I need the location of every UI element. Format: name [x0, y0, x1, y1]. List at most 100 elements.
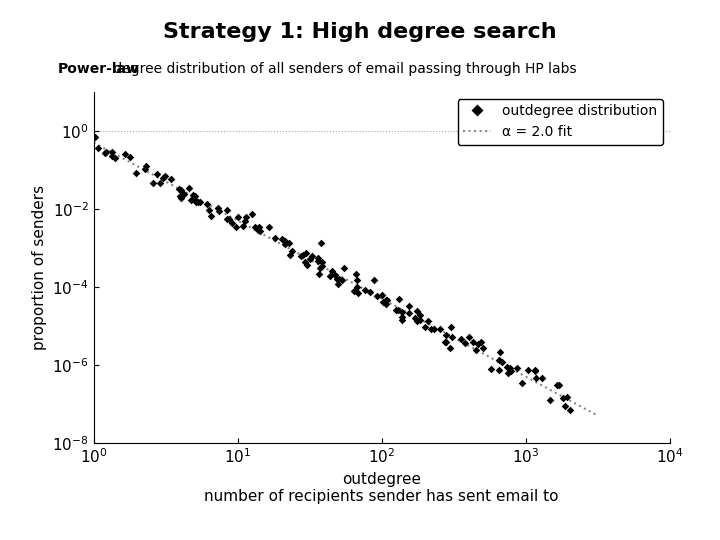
Point: [212, 207, 224, 215]
Point: [253, 223, 265, 232]
Point: [124, 153, 135, 161]
Point: [415, 315, 426, 324]
Point: [440, 338, 451, 346]
Point: [297, 251, 309, 259]
Legend: outdegree distribution, α = 2.0 fit: outdegree distribution, α = 2.0 fit: [457, 99, 662, 145]
Point: [493, 366, 505, 374]
Point: [396, 316, 408, 325]
Point: [152, 170, 163, 178]
Point: [189, 194, 200, 203]
Point: [174, 185, 185, 194]
Point: [325, 267, 337, 275]
Point: [382, 296, 393, 305]
Point: [147, 179, 158, 187]
Point: [165, 174, 176, 183]
Point: [426, 325, 437, 333]
Point: [368, 276, 379, 285]
Point: [544, 395, 556, 404]
Point: [440, 331, 451, 340]
Point: [553, 381, 564, 389]
Point: [307, 252, 318, 260]
Point: [240, 213, 252, 221]
Point: [396, 313, 408, 321]
Point: [551, 381, 562, 389]
Point: [446, 333, 458, 341]
Point: [139, 165, 150, 173]
Point: [392, 305, 404, 314]
Point: [494, 347, 505, 356]
Point: [350, 269, 361, 278]
Point: [530, 374, 541, 382]
Point: [475, 338, 487, 346]
Point: [463, 333, 474, 341]
Point: [390, 306, 402, 314]
Point: [247, 210, 258, 218]
Point: [403, 309, 415, 318]
X-axis label: outdegree
number of recipients sender has sent email to: outdegree number of recipients sender ha…: [204, 472, 559, 504]
Point: [101, 147, 112, 156]
Point: [174, 191, 186, 200]
Point: [314, 264, 325, 272]
Point: [336, 275, 348, 284]
Point: [496, 357, 508, 366]
Point: [305, 255, 316, 264]
Point: [477, 343, 488, 352]
Point: [223, 215, 235, 224]
Text: Strategy 1: High degree search: Strategy 1: High degree search: [163, 22, 557, 42]
Point: [329, 271, 341, 280]
Point: [89, 133, 101, 141]
Point: [338, 264, 350, 273]
Point: [192, 198, 204, 206]
Point: [409, 314, 420, 322]
Point: [119, 150, 130, 158]
Point: [237, 221, 248, 230]
Text: Power-law: Power-law: [58, 62, 140, 76]
Point: [485, 364, 497, 373]
Point: [501, 362, 513, 371]
Point: [316, 261, 328, 270]
Point: [472, 340, 484, 348]
Point: [359, 286, 371, 294]
Point: [269, 234, 281, 242]
Point: [415, 310, 426, 319]
Point: [503, 369, 514, 378]
Point: [332, 280, 343, 289]
Point: [564, 406, 575, 414]
Point: [505, 363, 516, 372]
Point: [230, 222, 242, 231]
Point: [295, 251, 307, 260]
Point: [93, 144, 104, 152]
Point: [279, 240, 291, 248]
Point: [377, 298, 389, 306]
Point: [516, 379, 528, 388]
Point: [276, 234, 287, 243]
Point: [459, 339, 471, 348]
Point: [184, 184, 195, 193]
Point: [159, 172, 171, 180]
Point: [470, 346, 482, 354]
Point: [312, 254, 324, 262]
Point: [380, 296, 392, 305]
Point: [239, 217, 251, 226]
Point: [106, 151, 117, 160]
Point: [422, 317, 433, 326]
Point: [233, 213, 244, 221]
Point: [353, 289, 364, 298]
Point: [279, 237, 290, 245]
Point: [187, 191, 199, 199]
Point: [559, 402, 571, 410]
Point: [300, 258, 311, 267]
Point: [179, 190, 190, 198]
Point: [411, 317, 423, 326]
Point: [403, 301, 415, 310]
Point: [493, 356, 505, 364]
Point: [467, 338, 479, 347]
Point: [380, 299, 392, 308]
Point: [536, 373, 548, 382]
Point: [202, 200, 213, 208]
Y-axis label: proportion of senders: proportion of senders: [32, 185, 47, 350]
Point: [351, 282, 363, 291]
Text: degree distribution of all senders of email passing through HP labs: degree distribution of all senders of em…: [109, 62, 577, 76]
Point: [140, 161, 152, 170]
Point: [419, 323, 431, 332]
